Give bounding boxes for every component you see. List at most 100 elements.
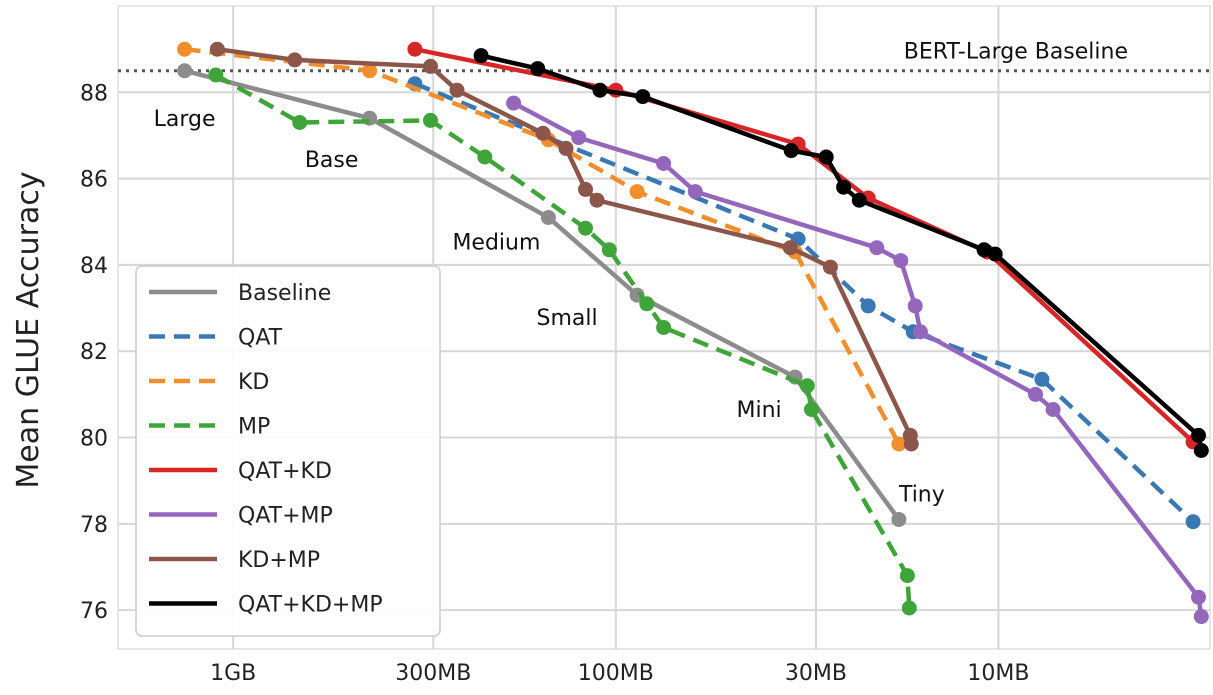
data-point — [656, 156, 672, 171]
series-line — [480, 53, 1204, 451]
annotations: Large Base Medium Small Mini Tiny — [154, 107, 945, 508]
data-point — [423, 58, 438, 74]
series-line — [414, 81, 1195, 524]
annotation-label: Tiny — [898, 483, 945, 508]
series-line — [216, 46, 914, 445]
data-point — [578, 220, 593, 236]
data-point — [656, 320, 672, 335]
data-point — [799, 378, 815, 394]
data-point — [571, 130, 587, 146]
data-point — [540, 210, 556, 225]
data-point — [601, 242, 617, 258]
legend-label: KD+MP — [238, 548, 320, 573]
series-qat-kd-mp — [473, 48, 1209, 458]
data-point — [449, 82, 465, 98]
data-point — [589, 192, 605, 208]
data-point — [851, 192, 867, 208]
data-point — [535, 125, 551, 141]
data-point — [209, 41, 225, 57]
data-point — [891, 436, 907, 452]
legend: Baseline QAT KD MP QAT+KD QAT+MP KD+MP QAT+KD+M… — [135, 265, 441, 637]
data-point — [177, 41, 193, 57]
x-tick-label: 100MB — [578, 661, 654, 686]
data-point — [907, 298, 923, 314]
data-point — [1191, 427, 1206, 443]
annotation-label: Large — [154, 107, 216, 132]
series-mp — [208, 67, 917, 616]
data-point — [423, 112, 438, 128]
data-point — [836, 179, 852, 195]
x-tick-label: 300MB — [395, 661, 471, 686]
data-point — [292, 115, 308, 130]
legend-label: Baseline — [238, 281, 331, 306]
series-line — [184, 68, 901, 521]
data-point — [639, 296, 655, 312]
legend-label: QAT — [238, 326, 283, 351]
data-point — [822, 259, 838, 275]
series-line — [184, 46, 901, 446]
series-qat-mp — [506, 95, 1209, 625]
y-tick-label: 86 — [80, 168, 108, 193]
series-kd-mp — [209, 41, 919, 452]
data-point — [592, 82, 608, 98]
data-point — [869, 240, 885, 256]
data-point — [506, 95, 522, 111]
data-point — [1191, 589, 1206, 605]
data-point — [1045, 402, 1061, 417]
data-point — [1028, 386, 1043, 402]
y-axis-label: Mean GLUE Accuracy — [11, 171, 46, 488]
x-tick-label: 10MB — [967, 661, 1029, 686]
series-line — [512, 101, 1204, 617]
legend-label: QAT+KD — [238, 459, 332, 484]
annotation-label: Base — [305, 148, 359, 173]
legend-label: MP — [238, 415, 270, 440]
data-point — [891, 512, 907, 527]
y-tick-label: 88 — [80, 81, 108, 106]
data-point — [635, 89, 651, 105]
data-point — [1193, 443, 1209, 458]
data-point — [899, 568, 915, 584]
legend-box — [135, 265, 441, 637]
series-line — [214, 73, 912, 609]
data-point — [287, 52, 303, 68]
reference-line-label: BERT-Large Baseline — [904, 40, 1128, 65]
data-point — [782, 240, 798, 256]
data-point — [912, 324, 928, 340]
series-layer — [177, 41, 1209, 625]
data-point — [893, 253, 909, 269]
y-tick-label: 78 — [80, 513, 108, 538]
annotation-label: Medium — [452, 230, 540, 255]
data-point — [473, 48, 489, 64]
data-point — [362, 63, 378, 79]
data-point — [530, 61, 546, 77]
data-point — [177, 63, 193, 79]
data-point — [477, 149, 493, 165]
y-tick-label: 76 — [80, 599, 108, 624]
legend-label: QAT+MP — [238, 504, 333, 529]
y-tick-label: 84 — [80, 254, 108, 279]
data-point — [804, 402, 819, 417]
data-point — [783, 143, 799, 159]
data-point — [1193, 609, 1209, 625]
data-point — [558, 140, 574, 156]
reference-line: BERT-Large Baseline — [118, 40, 1210, 73]
data-point — [1034, 371, 1050, 387]
legend-label: QAT+KD+MP — [238, 593, 383, 618]
ticks: 1GB 300MB 100MB 30MB 10MB 76 78 80 82 84 86 88 — [80, 81, 1030, 686]
data-point — [1185, 514, 1201, 530]
data-point — [407, 41, 423, 57]
legend-label: KD — [238, 370, 269, 395]
y-tick-label: 80 — [80, 427, 108, 452]
data-point — [987, 246, 1003, 262]
x-tick-label: 30MB — [785, 661, 847, 686]
data-point — [818, 149, 834, 165]
data-point — [903, 436, 919, 452]
data-point — [901, 600, 917, 616]
x-tick-label: 1GB — [210, 661, 256, 686]
y-tick-label: 82 — [80, 340, 108, 365]
annotation-label: Mini — [737, 398, 782, 423]
data-point — [578, 181, 593, 197]
data-point — [687, 184, 703, 200]
data-point — [208, 67, 224, 83]
